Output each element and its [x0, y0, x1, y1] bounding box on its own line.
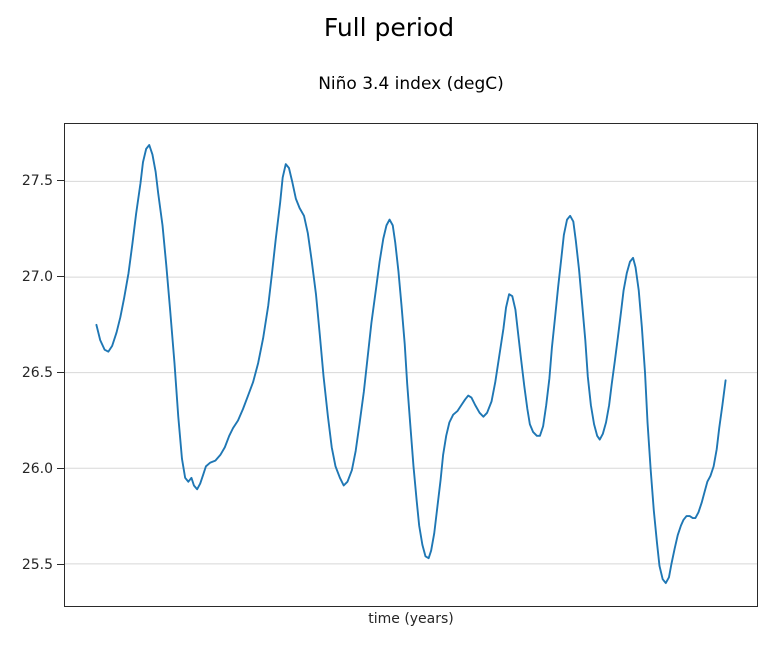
- plot-area: [64, 123, 758, 607]
- y-tick-label: 25.5: [21, 556, 53, 573]
- y-tick-mark: [57, 275, 64, 278]
- line-chart-canvas: [65, 144, 757, 585]
- figure-title: Full period: [323, 13, 455, 42]
- x-axis-label: time (years): [368, 611, 454, 627]
- y-tick-mark: [57, 468, 64, 470]
- y-tick-label: 26.5: [21, 364, 53, 381]
- y-tick-label: 27.0: [21, 268, 53, 285]
- y-axis: 27.5 27.0 26.5 26.0 25.5: [0, 0, 64, 647]
- y-tick-label: 27.5: [21, 172, 53, 189]
- axes-title: Niño 3.4 index (degC): [318, 74, 504, 94]
- y-tick-mark: [57, 179, 64, 182]
- y-tick-mark: [57, 564, 64, 566]
- y-tick-label: 26.0: [21, 460, 53, 477]
- y-tick-mark: [57, 371, 64, 374]
- series-line: [95, 144, 727, 585]
